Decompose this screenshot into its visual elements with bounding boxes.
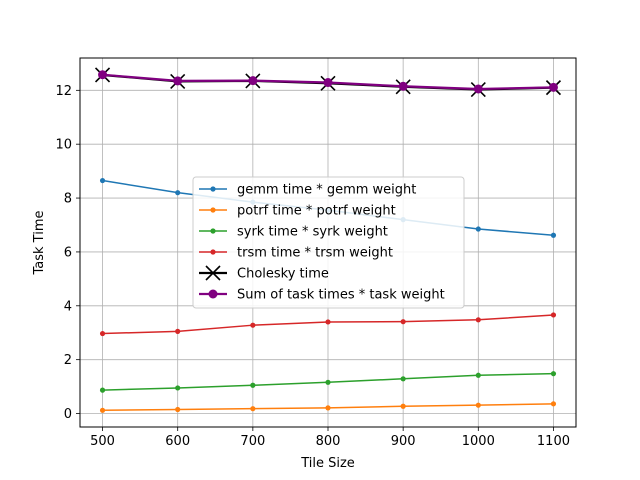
series: [99, 371, 557, 393]
data-point: [210, 228, 216, 234]
data-point: [250, 406, 256, 412]
series: [99, 401, 557, 413]
legend-box: [192, 176, 465, 309]
data-point: [99, 330, 106, 337]
data-point: [475, 372, 481, 378]
data-point: [325, 379, 331, 385]
legend-entry: gemm time * gemm weight: [199, 183, 416, 198]
x-tick-label: 1000: [462, 434, 495, 449]
data-point: [398, 81, 408, 91]
legend-label: Sum of task times * task weight: [237, 288, 445, 303]
x-tick-label: 700: [240, 434, 265, 449]
data-point: [248, 76, 258, 86]
x-axis-label: Tile Size: [300, 456, 355, 471]
legend-entry: Sum of task times * task weight: [199, 288, 445, 303]
data-point: [98, 70, 108, 80]
data-point: [400, 319, 406, 325]
data-point: [325, 405, 331, 411]
data-point: [550, 371, 557, 377]
legend-entry: Cholesky time: [199, 265, 329, 282]
data-point: [400, 376, 406, 382]
series: [99, 312, 557, 337]
data-point: [175, 328, 181, 334]
data-point: [175, 406, 181, 413]
data-point: [99, 387, 106, 393]
data-point: [208, 289, 218, 299]
legend-label: gemm time * gemm weight: [237, 183, 416, 198]
x-tick-label: 600: [165, 434, 190, 449]
data-point: [99, 407, 106, 413]
data-point: [475, 226, 481, 232]
x-tick-label: 500: [90, 434, 115, 449]
data-point: [548, 82, 558, 92]
data-point: [550, 312, 557, 318]
y-tick-label: 12: [55, 84, 72, 99]
data-point: [99, 177, 106, 184]
axis-ticks: 500 600 700 800 900 1000 1100 0 2 4 6 8 10 12: [55, 84, 570, 449]
x-tick-label: 1100: [537, 434, 570, 449]
y-tick-label: 6: [64, 245, 72, 260]
data-point: [175, 190, 181, 196]
y-tick-label: 10: [55, 138, 72, 153]
y-axis-label: Task Time: [32, 210, 47, 275]
data-point: [173, 76, 183, 86]
data-point: [550, 401, 557, 407]
data-point: [175, 385, 181, 391]
legend-label: Cholesky time: [237, 267, 329, 282]
data-point: [325, 319, 331, 325]
y-tick-label: 8: [64, 192, 72, 207]
data-point: [550, 232, 557, 238]
data-point: [323, 78, 333, 88]
legend-label: trsm time * trsm weight: [237, 246, 393, 261]
data-point: [473, 84, 483, 94]
legend-label: potrf time * potrf weight: [237, 204, 396, 219]
y-tick-label: 2: [64, 353, 72, 368]
data-point: [210, 207, 216, 213]
data-point: [210, 186, 216, 192]
y-tick-label: 0: [64, 407, 72, 422]
x-tick-label: 900: [391, 434, 416, 449]
legend: gemm time * gemm weight potrf time * potr…: [192, 176, 465, 309]
legend-entry: potrf time * potrf weight: [199, 204, 396, 219]
data-point: [210, 249, 216, 255]
data-point: [400, 403, 406, 409]
legend-label: syrk time * syrk weight: [237, 225, 388, 240]
data-point: [250, 382, 256, 388]
y-tick-label: 4: [64, 299, 72, 314]
data-point: [250, 322, 256, 328]
x-tick-label: 800: [316, 434, 341, 449]
data-point: [475, 317, 481, 323]
data-point: [205, 265, 221, 281]
legend-entry: trsm time * trsm weight: [199, 246, 393, 261]
data-point: [475, 402, 481, 408]
series: [98, 70, 558, 94]
legend-entry: syrk time * syrk weight: [199, 225, 388, 240]
